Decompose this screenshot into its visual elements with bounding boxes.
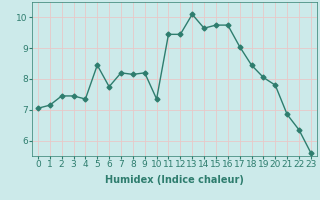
X-axis label: Humidex (Indice chaleur): Humidex (Indice chaleur): [105, 175, 244, 185]
